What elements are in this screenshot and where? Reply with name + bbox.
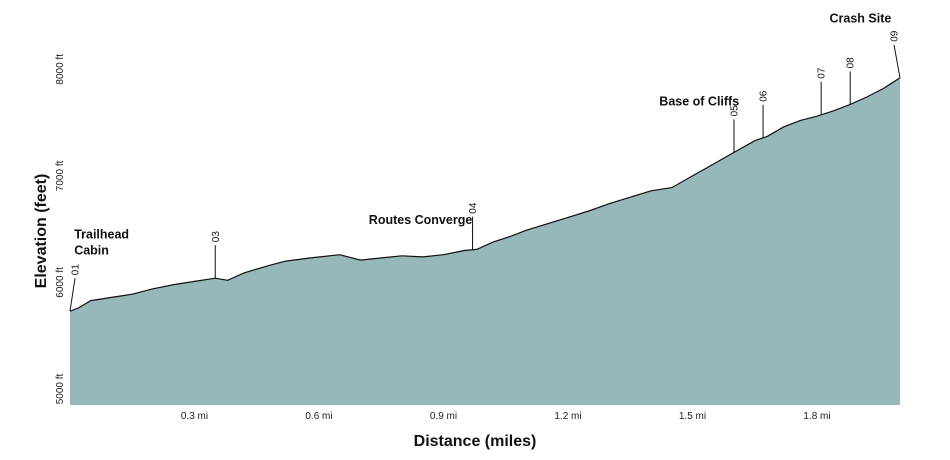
y-tick-label: 5000 ft [55,373,66,404]
y-axis-ticks: 5000 ft 6000 ft 7000 ft 8000 ft [55,54,66,405]
annotation-label: Routes Converge [369,213,473,227]
elevation-area [70,77,900,406]
waypoint-label: 03 [211,231,222,243]
y-tick-label: 8000 ft [55,54,66,85]
elevation-profile-line [69,77,901,312]
annotation-line: Crash Site [830,11,892,25]
x-tick-label: 1.2 mi [554,411,581,422]
waypoint-label: 07 [817,67,828,79]
annotation-label: Base of Cliffs [659,95,739,109]
waypoint-label: 04 [468,202,479,214]
waypoint-marker-line [69,278,76,312]
x-tick-label: 0.9 mi [430,411,457,422]
plot-area [69,77,901,406]
x-axis-title: Distance (miles) [414,433,537,450]
x-tick-label: 1.5 mi [679,411,706,422]
chart-annotations: Trailhead Cabin Routes Converge Base of Cli… [74,11,891,257]
x-tick-label: 0.6 mi [305,411,332,422]
annotation-line: Routes Converge [369,213,473,227]
y-axis-title: Elevation (feet) [33,174,50,289]
annotation-label: Trailhead Cabin [74,228,129,258]
waypoint-label: 08 [846,57,857,69]
waypoint-markers: 01 03 04 05 06 07 08 09 [69,30,901,312]
waypoint-label: 01 [71,264,82,276]
annotation-line: Base of Cliffs [659,95,739,109]
x-tick-label: 0.3 mi [181,411,208,422]
x-axis-ticks: 0.3 mi 0.6 mi 0.9 mi 1.2 mi 1.5 mi 1.8 mi [181,411,831,422]
waypoint-label: 09 [890,30,901,42]
y-tick-label: 6000 ft [55,267,66,298]
annotation-line: Trailhead [74,228,129,242]
x-tick-label: 1.8 mi [803,411,830,422]
annotation-line: Cabin [74,244,109,258]
waypoint-label: 05 [730,105,741,117]
waypoint-marker-line [893,44,901,78]
waypoint-label: 06 [759,90,770,102]
annotation-label: Crash Site [830,11,892,25]
y-tick-label: 7000 ft [55,160,66,191]
